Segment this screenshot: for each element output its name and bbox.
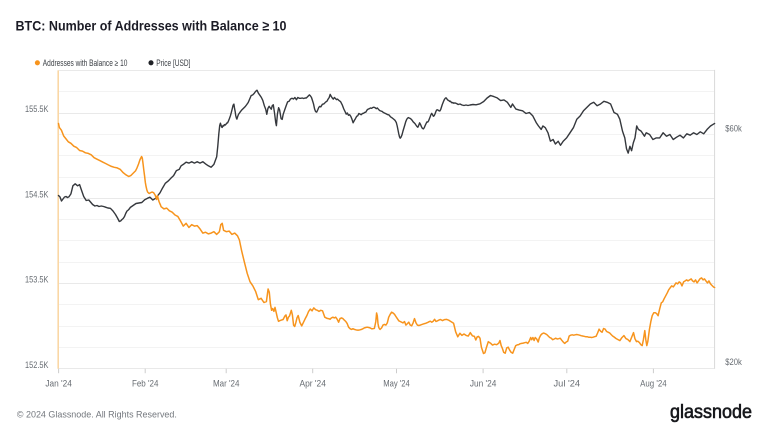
svg-text:152.5K: 152.5K xyxy=(25,360,48,370)
svg-text:Jun '24: Jun '24 xyxy=(470,378,497,388)
svg-text:© 2024 Glassnode. All Rights R: © 2024 Glassnode. All Rights Reserved. xyxy=(17,409,177,420)
svg-text:May '24: May '24 xyxy=(383,378,410,388)
svg-text:Jan '24: Jan '24 xyxy=(45,378,72,388)
svg-text:Feb '24: Feb '24 xyxy=(132,378,159,388)
svg-text:Aug '24: Aug '24 xyxy=(640,378,667,388)
svg-text:155.5K: 155.5K xyxy=(25,104,48,114)
svg-text:BTC: Number of Addresses with: BTC: Number of Addresses with Balance ≥ … xyxy=(16,18,287,34)
svg-text:Apr '24: Apr '24 xyxy=(299,378,326,388)
svg-text:Price [USD]: Price [USD] xyxy=(156,58,190,68)
svg-text:Addresses with Balance ≥ 10: Addresses with Balance ≥ 10 xyxy=(43,58,128,68)
svg-text:glassnode: glassnode xyxy=(670,401,752,423)
svg-text:Mar '24: Mar '24 xyxy=(213,378,240,388)
svg-text:153.5K: 153.5K xyxy=(25,275,48,285)
svg-text:$60k: $60k xyxy=(725,124,742,134)
svg-text:$20k: $20k xyxy=(725,357,742,367)
svg-text:Jul '24: Jul '24 xyxy=(554,378,581,388)
svg-text:154.5K: 154.5K xyxy=(25,189,48,199)
